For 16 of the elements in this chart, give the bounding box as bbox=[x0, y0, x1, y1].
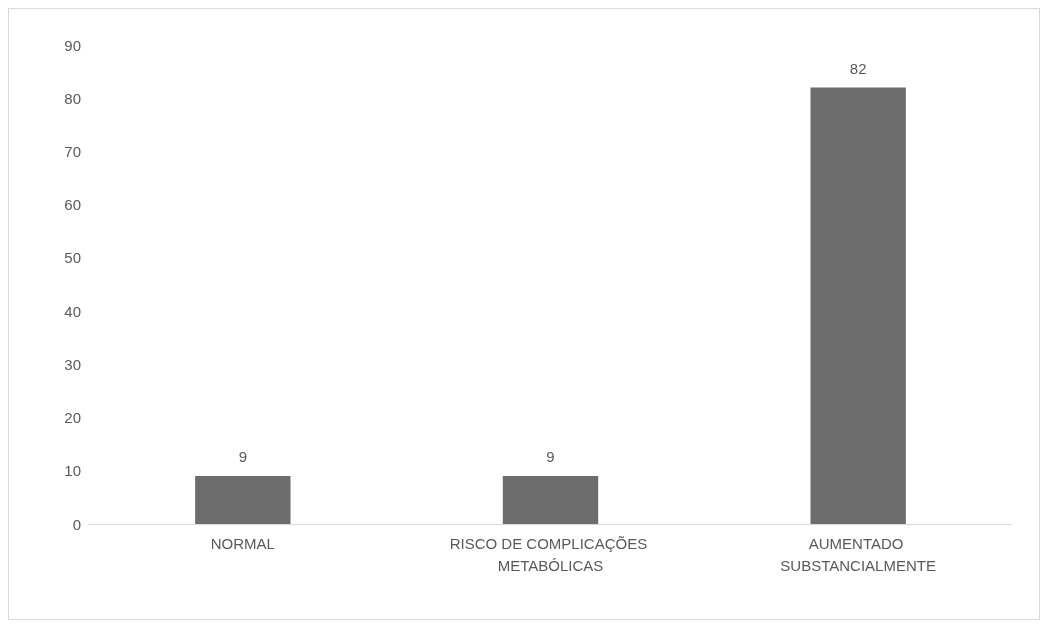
y-tick-label: 30 bbox=[64, 355, 81, 373]
data-label: 9 bbox=[546, 448, 555, 466]
y-tick-label: 60 bbox=[64, 196, 81, 214]
y-tick-label: 50 bbox=[64, 249, 81, 267]
y-tick-label: 80 bbox=[64, 89, 81, 107]
y-tick-label: 20 bbox=[64, 409, 81, 427]
y-tick-label: 70 bbox=[64, 142, 81, 160]
y-tick-label: 40 bbox=[64, 302, 81, 320]
y-tick-label: 0 bbox=[72, 515, 81, 533]
data-label: 9 bbox=[238, 448, 248, 466]
x-tick-label: RISCO DE COMPLICAÇÕES METABÓLICAS bbox=[449, 534, 652, 574]
y-tick-label: 10 bbox=[64, 462, 81, 480]
y-tick-label: 90 bbox=[64, 36, 81, 54]
data-label: 82 bbox=[849, 59, 867, 77]
x-tick-label: AUMENTADO SUBSTANCIALMENTE bbox=[780, 534, 936, 574]
x-tick-label: NORMAL bbox=[210, 534, 275, 552]
